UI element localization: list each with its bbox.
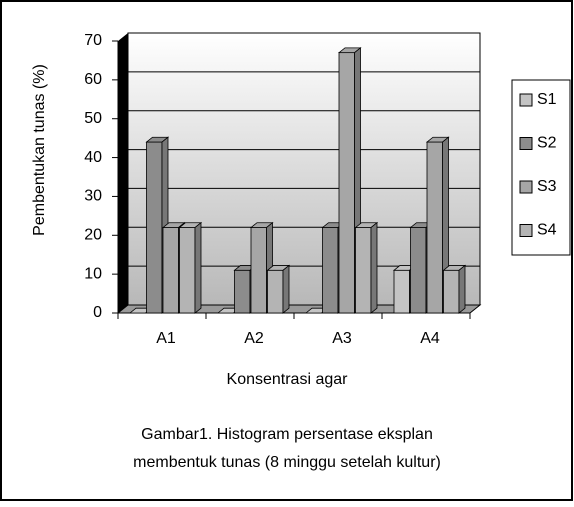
bar-side xyxy=(282,264,290,314)
bar-front xyxy=(146,141,163,314)
bar-front xyxy=(410,227,427,314)
bar xyxy=(249,221,274,314)
bar-front xyxy=(338,52,355,314)
bar-front xyxy=(234,269,251,314)
bar xyxy=(354,221,379,314)
y-tick-label: 20 xyxy=(84,227,102,244)
caption: membentuk tunas (8 minggu setelah kultur… xyxy=(133,454,441,471)
side-wall xyxy=(118,33,128,313)
bar-side xyxy=(458,264,466,314)
y-tick-label: 0 xyxy=(93,304,102,321)
legend-label: S2 xyxy=(537,135,557,152)
caption: Gambar1. Histogram persentase eksplan xyxy=(141,426,433,443)
y-axis-label: Pembentukan tunas (%) xyxy=(31,64,48,236)
legend-swatch xyxy=(519,180,533,194)
bar-front xyxy=(393,269,410,314)
y-tick-label: 70 xyxy=(84,32,102,49)
bar-front xyxy=(267,269,284,314)
x-tick-label: A1 xyxy=(156,330,176,347)
legend-swatch xyxy=(519,224,533,237)
bar xyxy=(178,221,203,314)
bar xyxy=(266,264,291,314)
y-tick-label: 10 xyxy=(84,265,102,282)
legend-label: S3 xyxy=(537,178,557,195)
bar-side xyxy=(194,221,202,314)
x-axis-label: Konsentrasi agar xyxy=(227,371,349,388)
bar-front xyxy=(179,227,196,314)
bar xyxy=(145,136,170,314)
x-tick-label: A2 xyxy=(244,330,264,347)
bar xyxy=(442,264,467,314)
y-tick-label: 60 xyxy=(84,71,102,88)
bar-front xyxy=(250,227,267,314)
y-tick-label: 40 xyxy=(84,149,102,166)
bar-front xyxy=(443,269,460,314)
x-tick-label: A4 xyxy=(420,330,440,347)
legend-label: S4 xyxy=(537,222,557,239)
bar-side xyxy=(370,221,378,314)
x-tick-label: A3 xyxy=(332,330,352,347)
y-tick-label: 50 xyxy=(84,110,102,127)
y-tick-label: 30 xyxy=(84,188,102,205)
bar-front xyxy=(322,227,339,314)
legend-swatch xyxy=(519,93,533,107)
legend-swatch xyxy=(519,137,533,150)
bar-front xyxy=(426,141,443,314)
legend-label: S1 xyxy=(537,91,557,108)
bar-front xyxy=(162,227,179,314)
bar-front xyxy=(355,227,372,314)
